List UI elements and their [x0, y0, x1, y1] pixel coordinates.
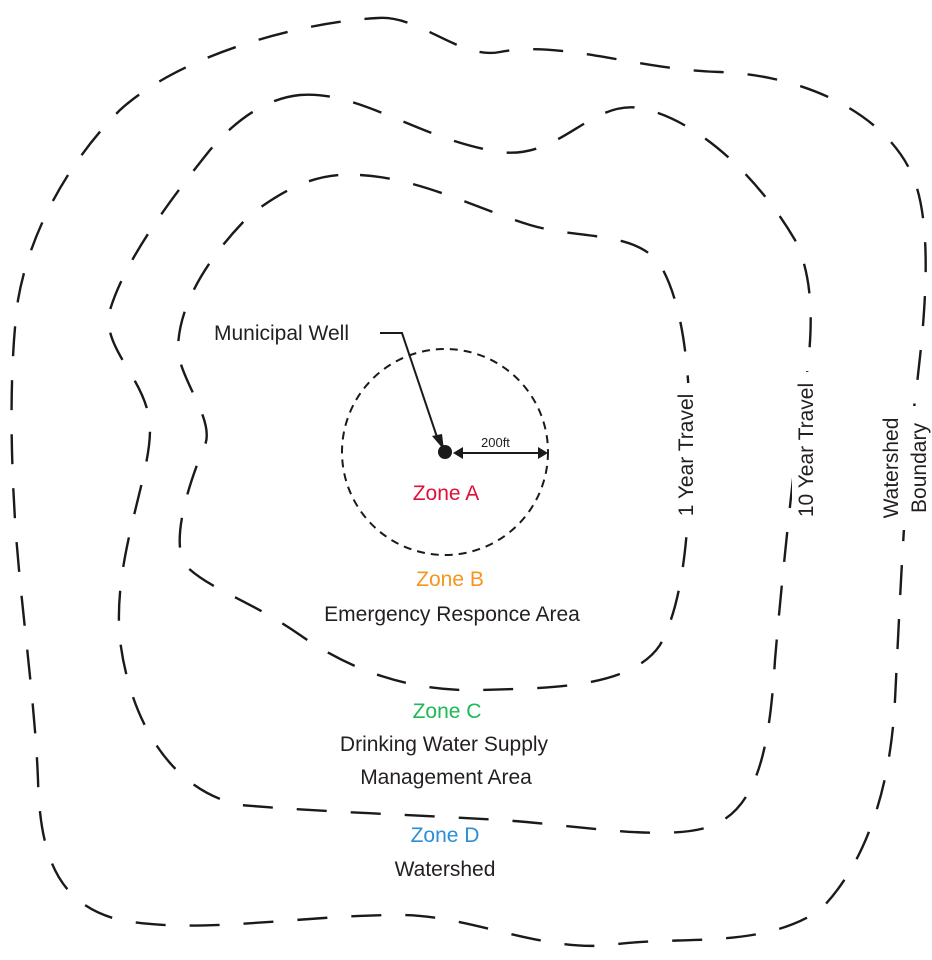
radius-label: 200ft: [481, 435, 510, 450]
zone-a-circle: [341, 348, 549, 556]
ten-year-label-bg: [792, 372, 820, 528]
one-year-travel-line: [176, 173, 692, 692]
zone-b-label: Zone B: [416, 568, 484, 591]
zone-c-description-line1: Drinking Water Supply: [340, 733, 549, 756]
one-year-label-bg: [672, 383, 700, 527]
ten-year-travel-label: 10 Year Travel: [795, 383, 818, 517]
ten-year-travel-line: [107, 93, 812, 834]
zone-a-label: Zone A: [413, 482, 480, 505]
zone-d-label: Zone D: [411, 824, 480, 847]
zone-c-label: Zone C: [413, 700, 482, 723]
watershed-boundary-line: [10, 16, 927, 948]
well-leader-line: [380, 332, 439, 441]
watershed-boundary-label-line2: Boundary: [908, 423, 931, 513]
well-leader-arrowhead: [432, 434, 444, 450]
municipal-well-label: Municipal Well: [214, 322, 349, 345]
watershed-boundary-label-line1: Watershed: [880, 418, 903, 519]
zone-c-description-line2: Management Area: [360, 766, 532, 789]
zone-b-description: Emergency Responce Area: [324, 603, 580, 626]
radius-arrowhead-right: [538, 447, 548, 459]
radius-arrowhead-left: [453, 447, 463, 459]
watershed-label-bg: [874, 406, 932, 530]
municipal-well-marker: [438, 445, 452, 459]
one-year-travel-label: 1 Year Travel: [675, 394, 698, 517]
zone-d-description: Watershed: [395, 858, 496, 881]
